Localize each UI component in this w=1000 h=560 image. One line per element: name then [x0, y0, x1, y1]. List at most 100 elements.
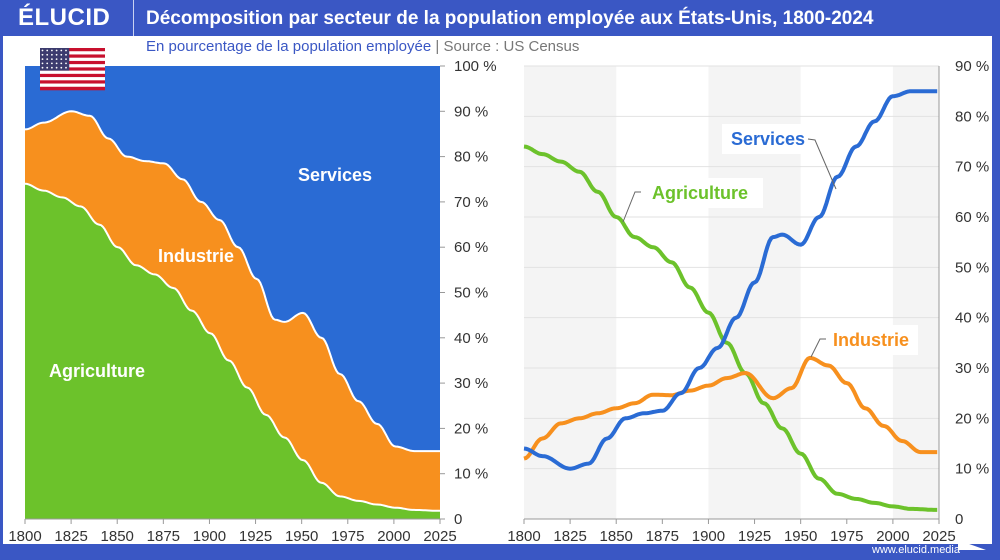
flag-stripe — [40, 48, 105, 52]
flag-star — [60, 49, 63, 52]
flag-star — [41, 53, 44, 56]
flag-stripe — [40, 73, 105, 78]
flag-star — [55, 66, 58, 69]
flag-star — [65, 62, 67, 65]
y-tick-label: 20 % — [955, 410, 989, 427]
flag-star — [41, 62, 44, 65]
y-tick-label: 50 % — [955, 259, 989, 276]
label-bg-industrie — [826, 325, 918, 355]
label-bg-services — [722, 124, 814, 154]
label-agriculture-area: Agriculture — [49, 361, 145, 381]
y-tick-label: 40 % — [454, 330, 488, 347]
flag-star — [41, 58, 44, 60]
elucid-flag-icon — [958, 540, 986, 550]
x-tick-label: 1850 — [600, 528, 633, 545]
flag-stripe — [40, 70, 105, 75]
flag-canton — [40, 48, 70, 71]
y-tick-label: 50 % — [454, 285, 488, 302]
line-industrie — [523, 355, 938, 461]
x-tick-label: 1900 — [692, 528, 725, 545]
stacked-area-chart: 1800 1825 1850 1875 1900 1925 1950 1975 2000 2025… — [8, 58, 496, 545]
flag-star — [51, 53, 53, 56]
y-tick-label: 80 % — [454, 149, 488, 166]
x-tick-label: 1925 — [738, 528, 771, 545]
x-tick-label: 1825 — [54, 528, 87, 545]
x-tick-label: 1800 — [8, 528, 41, 545]
flag-star — [65, 49, 67, 52]
x-tick-label: 2025 — [922, 528, 955, 545]
flag-star — [60, 62, 63, 65]
x-tick-label: 1850 — [101, 528, 134, 545]
flag-stripe — [40, 86, 105, 91]
flag-stripe — [40, 64, 105, 68]
flag-star — [55, 62, 58, 65]
leader-agriculture — [622, 191, 641, 223]
leader-services — [807, 138, 837, 190]
flag-star — [65, 53, 67, 56]
flag-stripe — [40, 57, 105, 62]
chart-title: Décomposition par secteur de la populati… — [146, 8, 874, 29]
area-agriculture — [25, 183, 440, 520]
y-tick-label: 0 — [454, 511, 462, 528]
boundary-services — [24, 110, 440, 453]
x-tick-label: 1925 — [239, 528, 272, 545]
elucid-logo: ÉLUCID — [18, 4, 111, 31]
y-tick-label: 90 % — [955, 58, 989, 75]
flag-star — [60, 66, 63, 69]
line-services — [523, 89, 938, 471]
y-tick-label: 70 % — [454, 194, 488, 211]
flag-star — [41, 49, 44, 52]
x-tick-label: 1875 — [147, 528, 180, 545]
flag-star — [41, 66, 44, 69]
y-tick-label: 20 % — [454, 420, 488, 437]
flag-star — [46, 62, 49, 65]
flag-star — [46, 58, 49, 60]
subtitle-text: En pourcentage de la population employée — [146, 38, 432, 55]
flag-star — [46, 66, 49, 69]
y-tick-label: 30 % — [955, 360, 989, 377]
y-tick-label: 30 % — [454, 375, 488, 392]
y-tick-label: 100 % — [454, 58, 497, 75]
flag-star — [51, 66, 53, 69]
flag-star — [46, 53, 49, 56]
label-services-line: Services — [731, 129, 805, 149]
y-tick-label: 90 % — [454, 103, 488, 120]
leader-industrie — [810, 338, 826, 358]
flag-star — [51, 62, 53, 65]
label-services-area: Services — [298, 165, 372, 185]
y-tick-label: 60 % — [454, 239, 488, 256]
flag-star — [46, 49, 49, 52]
label-industrie-area: Industrie — [158, 246, 234, 266]
shaded-band — [524, 66, 617, 519]
flag-stripe — [40, 67, 105, 71]
flag-star — [55, 49, 58, 52]
flag-star — [60, 53, 63, 56]
flag-star — [60, 58, 63, 60]
flag-stripe — [40, 77, 105, 81]
flag-star — [65, 58, 67, 60]
flag-star — [51, 58, 53, 60]
boundary-agriculture — [24, 182, 440, 512]
chart-subtitle: En pourcentage de la population employée… — [146, 38, 579, 55]
label-industrie-line: Industrie — [833, 330, 909, 350]
flag-stripe — [40, 60, 105, 65]
flag-star — [55, 53, 58, 56]
shaded-band — [892, 66, 939, 519]
flag-stripe — [40, 83, 105, 88]
x-tick-label: 1800 — [507, 528, 540, 545]
label-bg-agriculture — [645, 178, 763, 208]
x-tick-label: 1825 — [553, 528, 586, 545]
header-bar: ÉLUCID Décomposition par secteur de la p… — [0, 0, 1000, 36]
y-tick-label: 10 % — [955, 461, 989, 478]
flag-stripe — [40, 54, 105, 58]
x-tick-label: 1975 — [830, 528, 863, 545]
x-tick-label: 1875 — [646, 528, 679, 545]
x-tick-label: 2000 — [377, 528, 410, 545]
x-tick-label: 2025 — [423, 528, 456, 545]
flag-star — [65, 66, 67, 69]
x-tick-label: 1950 — [784, 528, 817, 545]
footer-url[interactable]: www.elucid.media — [871, 544, 960, 556]
source-text: Source : US Census — [443, 38, 580, 55]
y-tick-label: 80 % — [955, 108, 989, 125]
